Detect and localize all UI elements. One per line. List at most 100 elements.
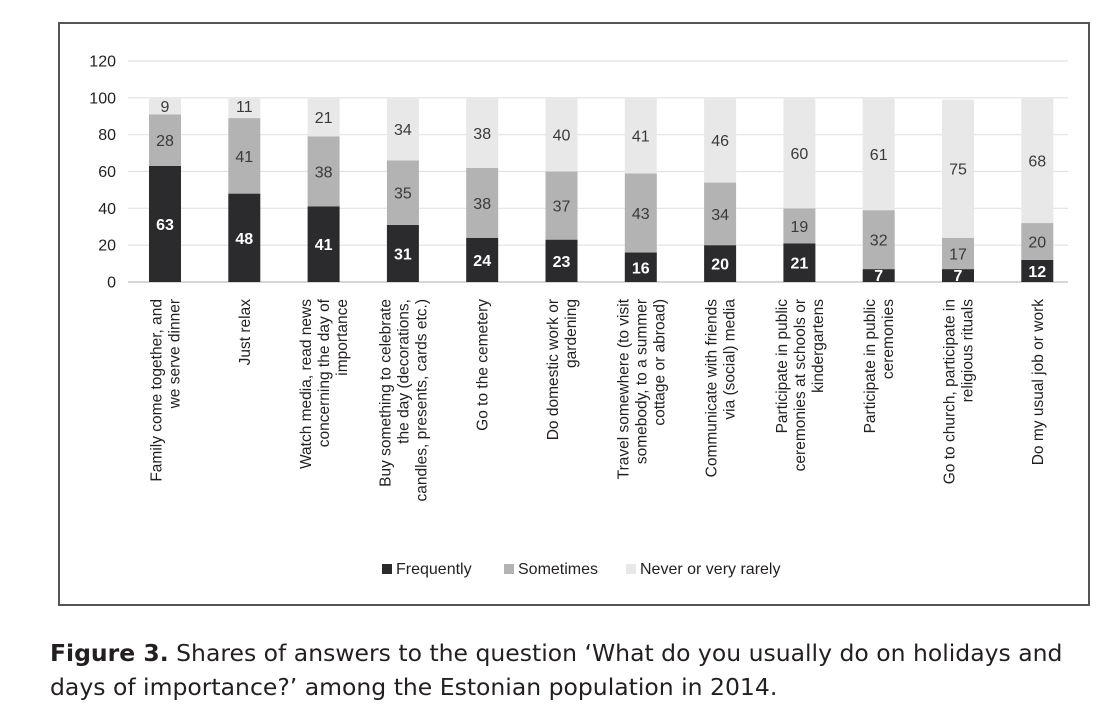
x-tick-label: Communicate with friendsvia (social) med… — [704, 299, 739, 478]
data-label: 38 — [473, 126, 491, 143]
y-tick-label: 0 — [107, 275, 116, 292]
bar-segment-never-or-very-rarely — [862, 97, 895, 211]
data-label: 34 — [394, 122, 412, 139]
bar-segment-sometimes — [149, 114, 181, 166]
bar-segment-never-or-very-rarely — [942, 99, 974, 238]
bar-segment-frequently — [942, 269, 974, 282]
data-label: 41 — [315, 237, 333, 254]
data-label: 21 — [315, 110, 333, 127]
x-tick-label: Participate in publicceremonies at schoo… — [774, 299, 827, 472]
x-tick-label: Travel somewhere (to visitsomebody, to a… — [615, 298, 668, 479]
bar-segment-frequently — [545, 239, 578, 282]
data-label: 20 — [711, 257, 729, 274]
bar-segment-never-or-very-rarely — [545, 97, 578, 172]
data-label: 43 — [632, 206, 650, 223]
y-tick-label: 20 — [98, 238, 116, 255]
bar-segment-frequently — [149, 165, 181, 282]
y-tick-label: 80 — [98, 127, 116, 144]
bar-segment-never-or-very-rarely — [783, 97, 816, 209]
y-tick-label: 120 — [89, 54, 116, 71]
y-tick-label: 100 — [89, 90, 116, 107]
legend: Frequently Sometimes Never or very rarely — [382, 561, 780, 578]
data-label: 38 — [473, 196, 491, 213]
data-label: 16 — [632, 260, 650, 277]
bar-segment-never-or-very-rarely — [149, 97, 181, 115]
data-label: 7 — [954, 268, 963, 285]
bar-segment-sometimes — [466, 167, 499, 238]
data-label: 68 — [1028, 153, 1046, 170]
data-label: 17 — [949, 246, 967, 263]
legend-swatch — [382, 564, 392, 574]
bar-segment-never-or-very-rarely — [704, 97, 737, 183]
chart-frame: 0 20 40 60 80 100 120 63 28 9 48 41 11 41 38 21 31 35 34 2… — [58, 22, 1090, 606]
data-label: 34 — [711, 207, 729, 224]
data-label: 12 — [1028, 264, 1046, 281]
data-label: 38 — [315, 165, 333, 182]
caption-text: Shares of answers to the question ‘What … — [50, 639, 1063, 701]
y-tick-label: 60 — [98, 164, 116, 181]
bar-segment-never-or-very-rarely — [228, 97, 261, 119]
bar-segment-frequently — [228, 193, 261, 282]
data-label: 48 — [235, 231, 253, 248]
grid-lines — [128, 60, 1068, 283]
data-label: 41 — [632, 129, 650, 146]
y-tick-label: 40 — [98, 201, 116, 218]
legend-label: Sometimes — [518, 561, 598, 578]
data-label: 7 — [874, 268, 883, 285]
bar-segment-frequently — [466, 237, 499, 282]
data-label: 11 — [236, 99, 253, 116]
data-label: 61 — [870, 147, 888, 164]
legend-label: Frequently — [396, 561, 472, 578]
data-label: 63 — [156, 217, 174, 234]
data-label: 37 — [553, 199, 571, 216]
bar-segment-frequently — [624, 252, 657, 282]
bars — [149, 97, 1054, 282]
x-tick-label: Participate in publicceremonies — [862, 299, 897, 434]
x-axis-category-labels: Family come together, andwe serve dinner… — [149, 298, 1047, 501]
bar-segment-frequently — [862, 269, 895, 282]
bar-segment-never-or-very-rarely — [386, 97, 419, 161]
data-label: 24 — [473, 253, 491, 270]
x-tick-label: Go to the cemetery — [475, 299, 492, 431]
x-tick-label: Watch media, read newsconcerning the day… — [298, 298, 351, 469]
bar-segment-frequently — [386, 224, 419, 282]
bar-segment-sometimes — [307, 136, 340, 207]
bar-segment-sometimes — [545, 171, 578, 240]
bar-segment-sometimes — [386, 160, 419, 225]
data-label: 46 — [711, 133, 729, 150]
x-tick-label: Buy something to celebratethe day (decor… — [377, 299, 430, 501]
bar-segment-sometimes — [783, 208, 816, 244]
bar-segment-sometimes — [1021, 223, 1054, 260]
data-label: 28 — [156, 133, 174, 150]
data-label: 35 — [394, 186, 412, 203]
legend-swatch — [504, 564, 514, 574]
bar-segment-frequently — [1021, 259, 1054, 282]
data-label: 40 — [553, 128, 571, 145]
data-label: 23 — [553, 254, 571, 271]
bar-segment-never-or-very-rarely — [624, 97, 657, 174]
data-labels: 63 28 9 48 41 11 41 38 21 31 35 34 24 38 38 23 37 40 16 43 4… — [156, 99, 1046, 285]
bar-segment-sometimes — [942, 237, 974, 270]
bar-segment-frequently — [783, 243, 816, 282]
x-tick-label: Do domestic work orgardening — [545, 299, 580, 440]
data-label: 41 — [235, 149, 253, 166]
bar-segment-never-or-very-rarely — [307, 97, 340, 137]
data-label: 19 — [791, 219, 809, 236]
bar-segment-sometimes — [624, 173, 657, 253]
bar-segment-sometimes — [704, 182, 737, 246]
data-label: 75 — [949, 162, 967, 179]
x-tick-label: Go to church, participate inreligious ri… — [942, 299, 977, 484]
bar-segment-sometimes — [862, 210, 895, 270]
x-tick-label: Do my usual job or work — [1030, 299, 1047, 466]
data-label: 60 — [791, 146, 809, 163]
bar-segment-never-or-very-rarely — [466, 97, 499, 168]
bar-segment-frequently — [307, 206, 340, 282]
legend-label: Never or very rarely — [640, 561, 780, 578]
figure-caption: Figure 3. Shares of answers to the quest… — [50, 636, 1080, 704]
x-tick-label: Family come together, andwe serve dinner — [149, 299, 184, 482]
data-label: 21 — [791, 256, 809, 273]
bar-segment-sometimes — [228, 118, 261, 194]
stacked-bar-chart: 0 20 40 60 80 100 120 63 28 9 48 41 11 41 38 21 31 35 34 2… — [89, 54, 1068, 578]
bar-segment-never-or-very-rarely — [1021, 97, 1054, 224]
bar-segment-frequently — [704, 245, 737, 282]
